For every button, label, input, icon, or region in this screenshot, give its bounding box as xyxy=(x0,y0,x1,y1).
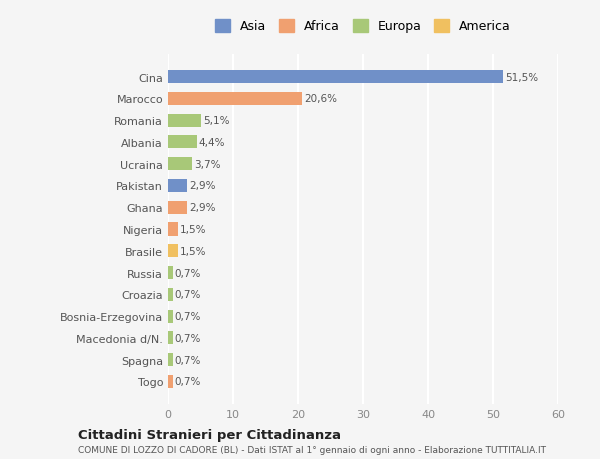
Text: 0,7%: 0,7% xyxy=(175,333,201,343)
Bar xyxy=(168,71,503,84)
Text: 0,7%: 0,7% xyxy=(175,355,201,365)
Bar xyxy=(168,223,178,236)
Text: 51,5%: 51,5% xyxy=(505,73,538,83)
Bar xyxy=(168,179,187,193)
Bar xyxy=(168,266,173,280)
Bar xyxy=(168,288,173,301)
Bar xyxy=(168,353,173,366)
Bar xyxy=(168,245,178,258)
Text: 0,7%: 0,7% xyxy=(175,268,201,278)
Text: Cittadini Stranieri per Cittadinanza: Cittadini Stranieri per Cittadinanza xyxy=(78,428,341,442)
Text: 2,9%: 2,9% xyxy=(189,203,215,213)
Text: 3,7%: 3,7% xyxy=(194,159,221,169)
Bar xyxy=(168,201,187,214)
Text: 4,4%: 4,4% xyxy=(199,138,225,148)
Text: 0,7%: 0,7% xyxy=(175,311,201,321)
Text: 2,9%: 2,9% xyxy=(189,181,215,191)
Text: 0,7%: 0,7% xyxy=(175,376,201,386)
Bar xyxy=(168,375,173,388)
Bar xyxy=(168,93,302,106)
Text: 5,1%: 5,1% xyxy=(203,116,230,126)
Text: 1,5%: 1,5% xyxy=(180,246,206,256)
Bar xyxy=(168,136,197,149)
Text: COMUNE DI LOZZO DI CADORE (BL) - Dati ISTAT al 1° gennaio di ogni anno - Elabora: COMUNE DI LOZZO DI CADORE (BL) - Dati IS… xyxy=(78,445,546,454)
Text: 1,5%: 1,5% xyxy=(180,224,206,235)
Bar xyxy=(168,310,173,323)
Text: 20,6%: 20,6% xyxy=(304,94,337,104)
Legend: Asia, Africa, Europa, America: Asia, Africa, Europa, America xyxy=(212,16,514,37)
Text: 0,7%: 0,7% xyxy=(175,290,201,300)
Bar xyxy=(168,331,173,345)
Bar xyxy=(168,114,201,128)
Bar xyxy=(168,158,192,171)
